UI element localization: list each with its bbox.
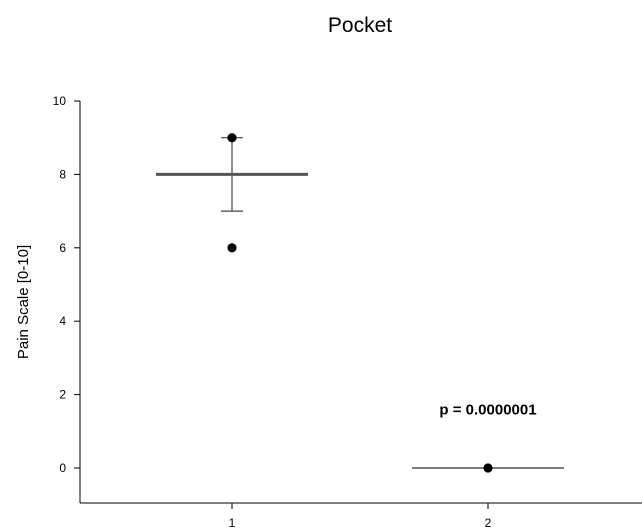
x-tick-label: 2 xyxy=(485,516,492,530)
data-point xyxy=(483,463,493,473)
y-tick-label: 8 xyxy=(59,167,66,181)
p-value-annotation: p = 0.0000001 xyxy=(439,401,536,418)
y-tick-label: 0 xyxy=(59,461,66,475)
chart-marks xyxy=(156,133,564,473)
chart-title: Pocket xyxy=(328,14,392,37)
y-axis-label: Pain Scale [0-10] xyxy=(15,245,32,359)
data-point xyxy=(227,133,237,143)
x-tick-label: 1 xyxy=(229,516,236,530)
y-tick-label: 4 xyxy=(59,314,66,328)
y-tick-label: 10 xyxy=(53,94,67,108)
y-tick-label: 2 xyxy=(59,388,66,402)
chart-annotations: p = 0.0000001 xyxy=(439,401,536,418)
y-tick-label: 6 xyxy=(59,241,66,255)
data-point xyxy=(227,243,237,253)
y-axis: 0 2 4 6 8 10 xyxy=(53,94,81,503)
